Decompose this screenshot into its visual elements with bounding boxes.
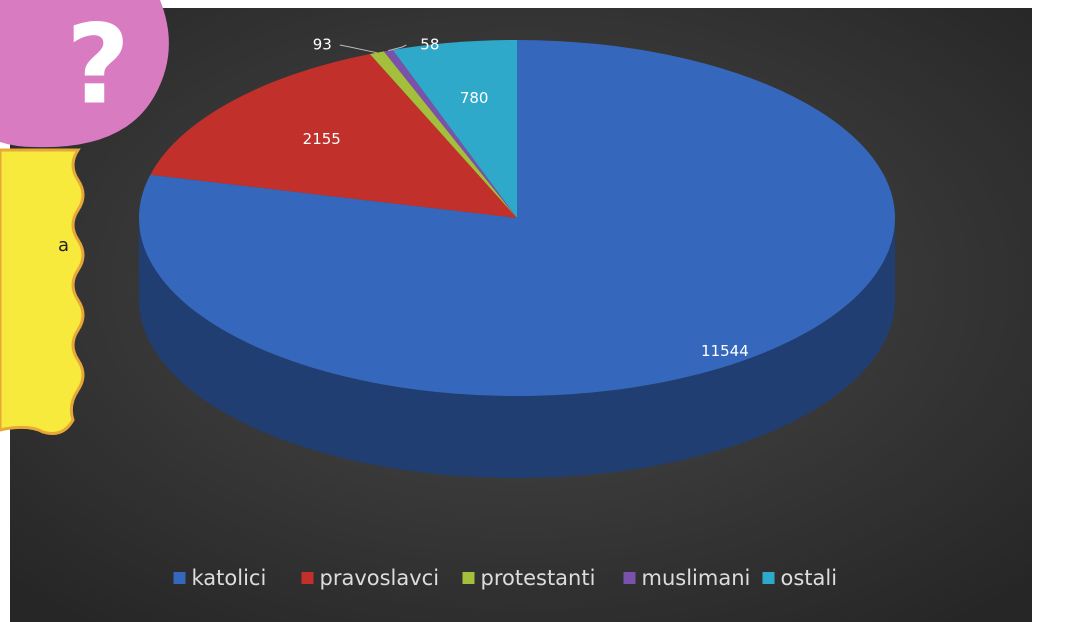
slice [392, 40, 517, 218]
slice [150, 54, 517, 218]
question-mark: ? [66, 0, 130, 128]
legend: katolici pravoslavci protestanti muslimani o… [173, 566, 838, 590]
legend-swatch [623, 572, 636, 584]
legend-label: muslimani [642, 566, 751, 590]
legend-swatch [173, 572, 186, 584]
data-label: 2155 [303, 130, 341, 148]
note-box [0, 148, 85, 435]
legend-swatch [301, 572, 314, 584]
data-label: 11544 [701, 342, 749, 360]
slice [383, 49, 517, 218]
note-text: a [58, 235, 69, 256]
legend-label: katolici [192, 566, 267, 590]
slice [138, 40, 895, 396]
leader-line [339, 44, 377, 54]
slice [369, 51, 517, 218]
plot: 11544 2155 93 58 780 [138, 36, 895, 478]
data-label: 93 [313, 36, 332, 54]
legend-label: pravoslavci [320, 566, 440, 590]
leader-line [388, 44, 407, 52]
legend-swatch [462, 572, 475, 584]
legend-label: protestanti [481, 566, 596, 590]
question-bubble [0, 0, 169, 148]
overlay-note: a ? [0, 0, 169, 435]
data-label: 58 [420, 36, 439, 54]
data-label: 780 [460, 89, 489, 107]
legend-label: ostali [781, 566, 838, 590]
slice-side [139, 218, 895, 478]
legend-swatch [762, 572, 775, 584]
